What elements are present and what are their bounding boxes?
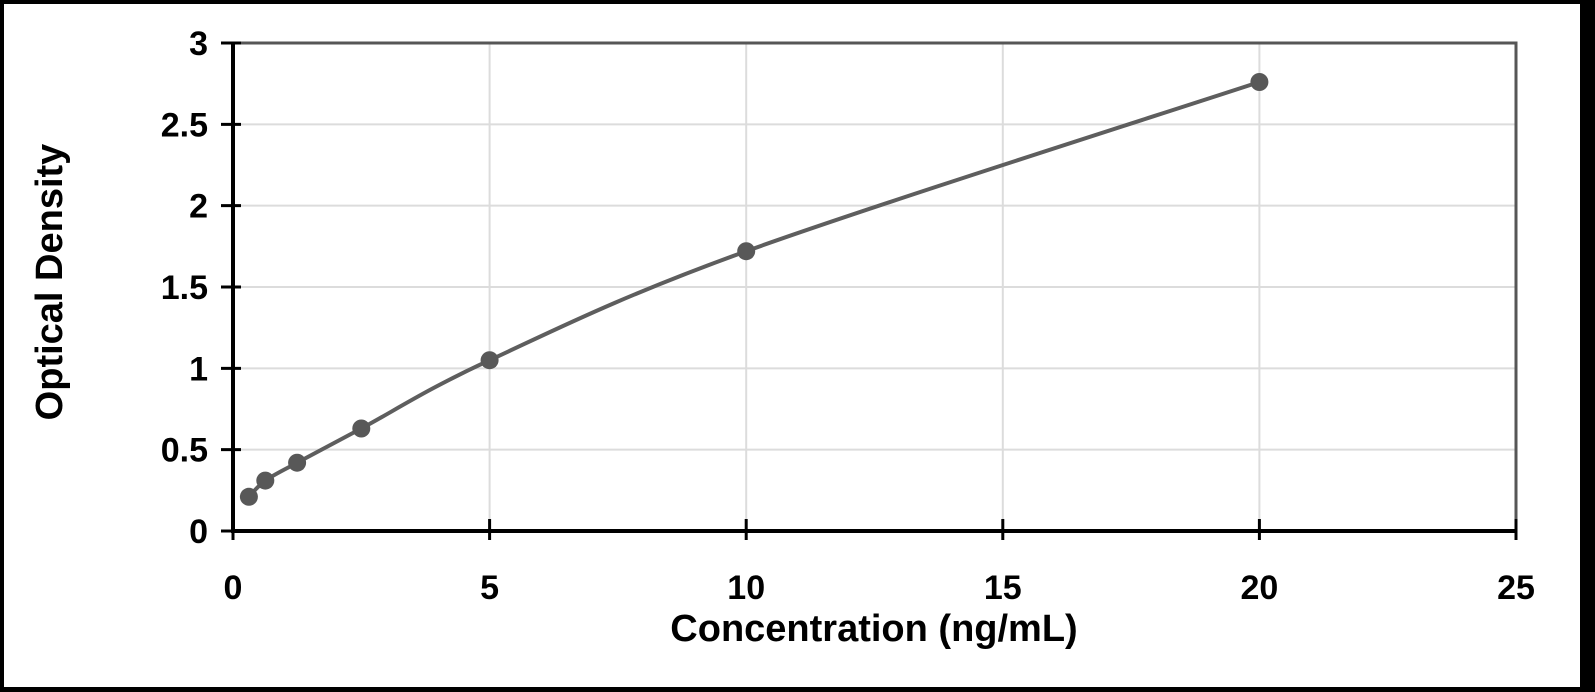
- y-tick-label: 1.5: [161, 269, 208, 307]
- y-tick-label: 0: [189, 513, 208, 551]
- gridlines: [233, 43, 1516, 531]
- y-tick-label: 2: [189, 188, 208, 226]
- y-tick-label: 0.5: [161, 432, 208, 470]
- standard-curve-line: [246, 80, 1262, 499]
- tick-labels: 0 5 10 15 20 25 0 0.5 1 1.5 2 2.5 3: [161, 25, 1535, 607]
- data-point-marker: [256, 471, 275, 490]
- x-tick-label: 20: [1240, 569, 1278, 607]
- data-point-marker: [288, 453, 307, 472]
- y-axis-title: Optical Density: [29, 144, 71, 421]
- chart-background: [4, 4, 1580, 687]
- data-point-marker: [480, 351, 499, 370]
- axis-ticks: [221, 41, 1518, 540]
- data-series: [239, 73, 1269, 506]
- data-point-marker: [352, 419, 371, 438]
- y-tick-label: 3: [189, 25, 208, 63]
- plot-border: [233, 41, 1518, 531]
- x-axis-title: Concentration (ng/mL): [670, 608, 1077, 650]
- x-tick-label: 15: [984, 569, 1022, 607]
- data-point-marker: [737, 242, 756, 261]
- x-tick-label: 0: [224, 569, 243, 607]
- x-tick-label: 25: [1497, 569, 1535, 607]
- y-tick-label: 2.5: [161, 106, 208, 144]
- data-point-marker: [1250, 73, 1269, 91]
- x-tick-label: 10: [727, 569, 765, 607]
- data-point-marker: [239, 487, 258, 506]
- x-tick-label: 5: [480, 569, 499, 607]
- y-tick-label: 1: [189, 350, 208, 388]
